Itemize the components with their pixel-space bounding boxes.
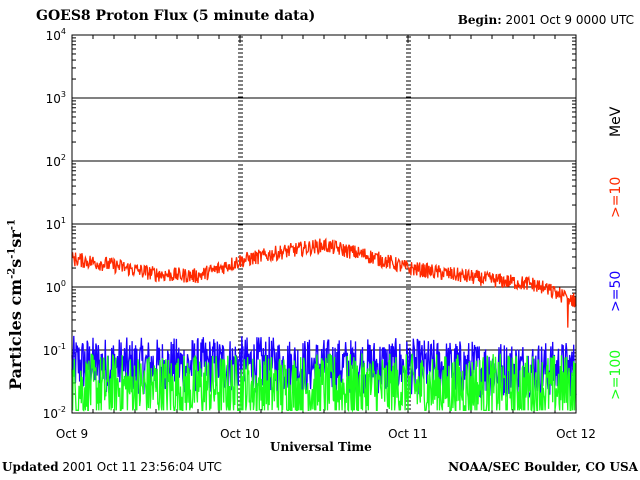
x-tick-label: Oct 10 <box>220 427 260 441</box>
x-tick-labels: Oct 9 Oct 10 Oct 11 Oct 12 <box>56 427 596 441</box>
legend-ge10: >=10 <box>608 176 624 218</box>
begin-timestamp: Begin: 2001 Oct 9 0000 UTC <box>458 13 634 27</box>
y-tick-label: 104 <box>46 27 66 43</box>
legend-ge100: >=100 <box>608 349 624 400</box>
credit-text: NOAA/SEC Boulder, CO USA <box>448 460 638 474</box>
x-tick-label: Oct 12 <box>556 427 596 441</box>
plot-frame <box>71 34 577 414</box>
y-tick-label: 103 <box>46 90 66 106</box>
updated-value: 2001 Oct 11 23:56:04 UTC <box>62 460 222 474</box>
x-tick-label: Oct 11 <box>388 427 428 441</box>
series-line-ge100 <box>71 353 577 413</box>
x-tick-label: Oct 9 <box>56 427 88 441</box>
y-tick-labels: 10-2 10-1 100 101 102 103 104 <box>43 27 66 421</box>
x-axis-label: Universal Time <box>270 440 372 454</box>
plot-border <box>71 34 577 414</box>
begin-value: 2001 Oct 9 0000 UTC <box>505 13 634 27</box>
updated-timestamp: Updated 2001 Oct 11 23:56:04 UTC <box>2 460 222 474</box>
y-tick-label: 10-2 <box>43 405 66 421</box>
updated-label: Updated <box>2 460 59 474</box>
legend-unit: MeV <box>608 106 624 137</box>
series-line-ge10 <box>71 237 577 328</box>
y-tick-label: 102 <box>46 153 66 169</box>
begin-label: Begin: <box>457 13 502 27</box>
y-tick-label: 101 <box>46 216 66 232</box>
y-axis-label: Particles cm-2s-1sr-1 <box>6 219 25 390</box>
y-tick-label: 10-1 <box>43 342 66 358</box>
chart-title: GOES8 Proton Flux (5 minute data) <box>36 8 316 24</box>
legend-ge50: >=50 <box>608 270 624 312</box>
series-lines <box>71 237 577 413</box>
y-tick-label: 100 <box>46 279 66 295</box>
